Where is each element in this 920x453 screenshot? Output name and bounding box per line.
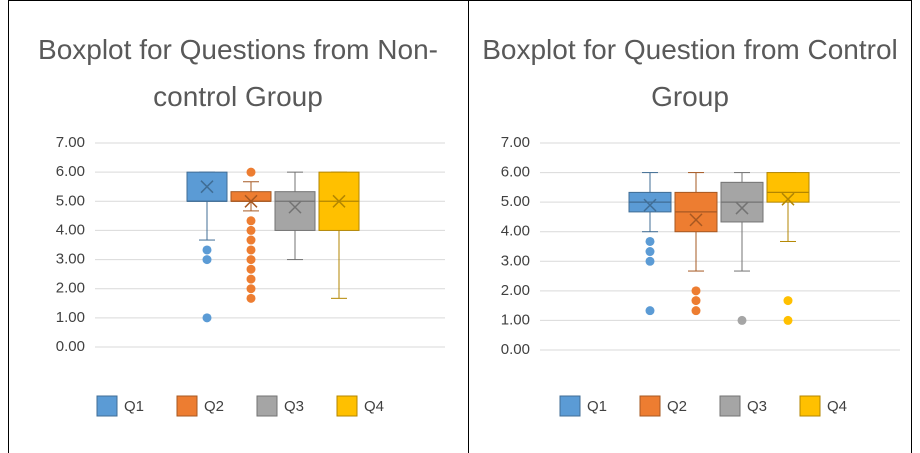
y-tick-label: 4.00 <box>501 223 530 240</box>
mean-marker <box>200 180 214 194</box>
outlier <box>202 255 212 265</box>
legend-swatch <box>639 395 661 417</box>
legend-swatch <box>719 395 741 417</box>
outlier <box>246 225 256 235</box>
box <box>230 191 272 202</box>
y-tick-label: 0.00 <box>501 341 530 358</box>
legend-label: Q1 <box>124 398 144 415</box>
y-tick-label: 7.00 <box>501 134 530 151</box>
outlier <box>246 167 256 177</box>
outlier <box>246 216 256 226</box>
legend-swatch <box>176 395 198 417</box>
legend-swatch <box>256 395 278 417</box>
box <box>766 172 810 203</box>
outlier <box>246 293 256 303</box>
y-tick-label: 2.00 <box>56 280 85 297</box>
outlier <box>645 236 655 246</box>
outlier <box>246 274 256 284</box>
outlier <box>246 255 256 265</box>
outlier <box>246 264 256 274</box>
mean-marker <box>735 201 749 215</box>
mean-marker <box>244 194 258 208</box>
legend-swatch <box>559 395 581 417</box>
legend-label: Q2 <box>667 398 687 415</box>
outlier <box>246 235 256 245</box>
outlier <box>691 286 701 296</box>
y-tick-label: 1.00 <box>56 309 85 326</box>
legend-label: Q4 <box>827 398 847 415</box>
mean-marker <box>643 198 657 212</box>
y-tick-label: 5.00 <box>56 192 85 209</box>
legend-label: Q3 <box>284 398 304 415</box>
outlier <box>783 315 793 325</box>
y-tick-label: 0.00 <box>56 338 85 355</box>
y-tick-label: 2.00 <box>501 282 530 299</box>
outlier <box>691 296 701 306</box>
y-tick-label: 4.00 <box>56 221 85 238</box>
mean-marker <box>689 213 703 227</box>
outlier <box>202 313 212 323</box>
y-tick-label: 3.00 <box>56 251 85 268</box>
mean-marker <box>781 192 795 206</box>
legend-label: Q2 <box>204 398 224 415</box>
outlier <box>737 315 747 325</box>
mean-marker <box>288 200 302 214</box>
y-tick-label: 7.00 <box>56 134 85 151</box>
outlier <box>691 306 701 316</box>
outlier <box>246 245 256 255</box>
legend-swatch <box>799 395 821 417</box>
outlier <box>202 245 212 255</box>
outlier <box>645 256 655 266</box>
y-tick-label: 6.00 <box>501 164 530 181</box>
y-tick-label: 6.00 <box>56 163 85 180</box>
legend-label: Q4 <box>364 398 384 415</box>
chart-title: Boxplot for Question from Control Group <box>482 34 898 112</box>
outlier <box>645 306 655 316</box>
y-tick-label: 5.00 <box>501 193 530 210</box>
outlier <box>246 284 256 294</box>
legend-swatch <box>96 395 118 417</box>
y-tick-label: 3.00 <box>501 252 530 269</box>
outlier <box>783 296 793 306</box>
legend-swatch <box>336 395 358 417</box>
outlier <box>645 247 655 257</box>
y-tick-label: 1.00 <box>501 311 530 328</box>
legend-label: Q3 <box>747 398 767 415</box>
box <box>274 191 316 231</box>
mean-marker <box>332 194 346 208</box>
legend-label: Q1 <box>587 398 607 415</box>
chart-title: Boxplot for Questions from Non-control G… <box>38 34 438 112</box>
